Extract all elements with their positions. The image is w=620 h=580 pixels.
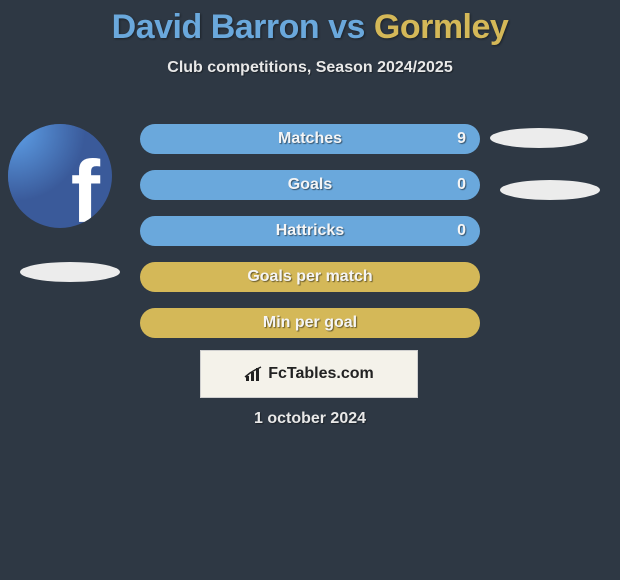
stat-row-goals: Goals 0 [140,170,480,200]
stat-value: 0 [457,176,466,194]
player1-avatar: f [8,124,112,228]
stat-row-min-per-goal: Min per goal [140,308,480,338]
player1-shadow-ellipse [20,262,120,282]
player2-ellipse-2 [500,180,600,200]
player2-name: Gormley [374,8,508,46]
player2-ellipse-1 [490,128,588,148]
date-label: 1 october 2024 [0,410,620,428]
stats-container: Matches 9 Goals 0 Hattricks 0 Goals per … [140,124,480,354]
subtitle: Club competitions, Season 2024/2025 [0,59,620,77]
logo-text: FcTables.com [268,365,374,383]
fctables-logo[interactable]: FcTables.com [200,350,418,398]
stat-value: 0 [457,222,466,240]
comparison-title: David Barron vs Gormley [0,0,620,47]
stat-row-matches: Matches 9 [140,124,480,154]
player1-name: David Barron [112,8,320,46]
vs-separator: vs [319,8,374,46]
stat-value: 9 [457,130,466,148]
stat-row-goals-per-match: Goals per match [140,262,480,292]
stat-label: Goals per match [247,268,372,286]
chart-icon [244,365,264,383]
stat-label: Hattricks [276,222,344,240]
stat-label: Matches [278,130,342,148]
stat-label: Goals [288,176,332,194]
stat-row-hattricks: Hattricks 0 [140,216,480,246]
facebook-icon: f [71,148,100,228]
stat-label: Min per goal [263,314,357,332]
